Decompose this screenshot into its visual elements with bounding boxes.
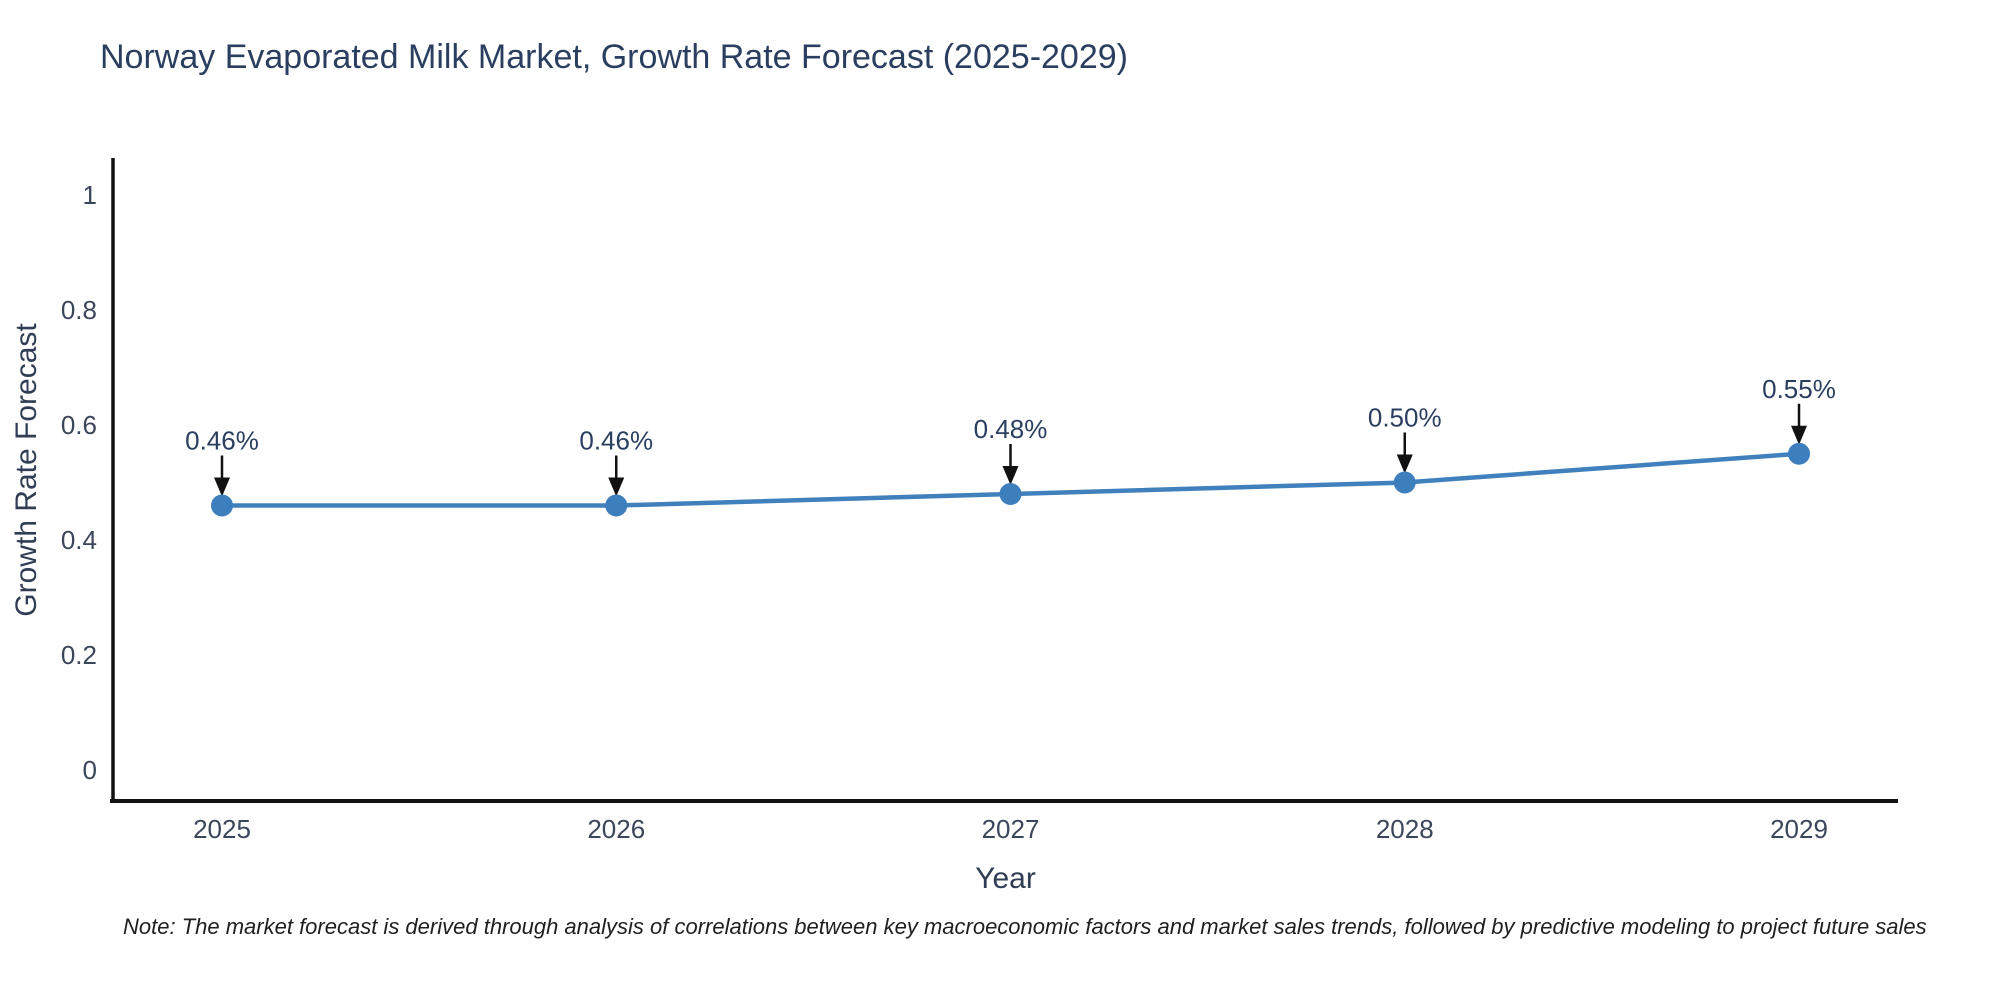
annotation-label: 0.46% — [579, 426, 653, 456]
y-tick-label: 0.4 — [61, 525, 97, 555]
y-tick-label: 0.8 — [61, 295, 97, 325]
annotation-arrowhead — [214, 477, 230, 497]
annotation-label: 0.46% — [185, 426, 259, 456]
annotation-label: 0.48% — [974, 414, 1048, 444]
y-tick-label: 0.2 — [61, 640, 97, 670]
data-point-marker-2027 — [999, 483, 1022, 505]
x-tick-label: 2025 — [193, 814, 251, 844]
annotation-arrowhead — [1396, 454, 1413, 474]
chart-footnote: Note: The market forecast is derived thr… — [123, 914, 1927, 939]
x-tick-label: 2029 — [1770, 814, 1828, 844]
x-tick-label: 2028 — [1376, 814, 1434, 844]
annotation-label: 0.50% — [1368, 403, 1442, 433]
chart-title: Norway Evaporated Milk Market, Growth Ra… — [100, 38, 1128, 76]
data-point-marker-2026 — [605, 494, 628, 517]
data-point-marker-2025 — [211, 494, 233, 517]
annotation-arrowhead — [1002, 466, 1019, 485]
y-tick-label: 0.6 — [61, 410, 97, 440]
data-point-marker-2029 — [1788, 442, 1810, 465]
annotation-arrowhead — [1791, 425, 1807, 445]
x-axis-title: Year — [975, 862, 1036, 895]
annotation-arrowhead — [608, 477, 625, 497]
y-tick-label: 1 — [83, 180, 97, 210]
annotation-label: 0.55% — [1762, 374, 1836, 404]
y-tick-label: 0 — [83, 755, 97, 785]
y-axis-title: Growth Rate Forecast — [10, 323, 43, 617]
x-tick-label: 2026 — [587, 814, 645, 844]
data-point-marker-2028 — [1393, 471, 1416, 494]
x-tick-label: 2027 — [982, 814, 1040, 844]
